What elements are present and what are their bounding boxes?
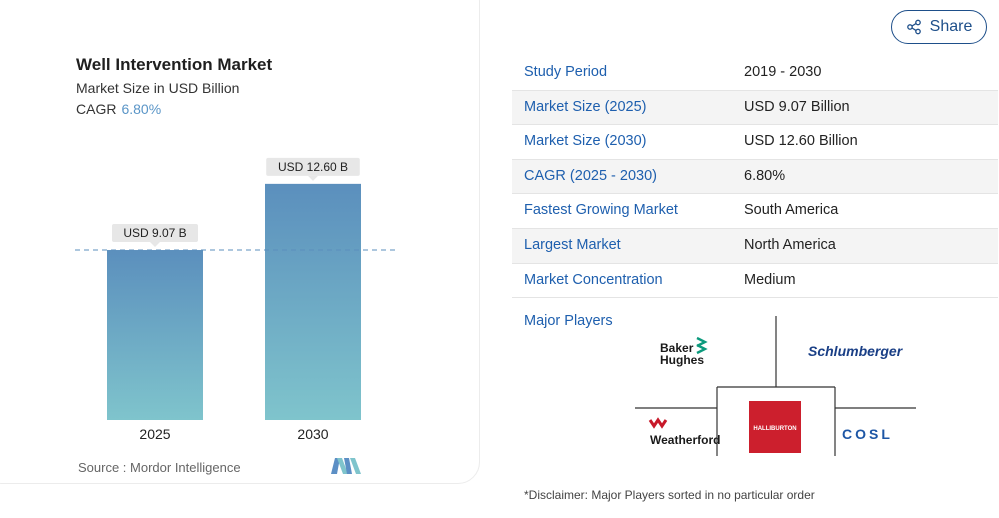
major-players-grid: Baker Hughes Schlumberger Weatherford HA… [635, 316, 916, 456]
share-button[interactable]: Share [891, 10, 987, 44]
cosl-logo: COSL [842, 426, 893, 442]
stat-value: South America [744, 202, 839, 219]
svg-text:Hughes: Hughes [660, 353, 704, 367]
stat-row: Market Size (2025) USD 9.07 Billion [512, 90, 998, 126]
stat-label: CAGR (2025 - 2030) [524, 167, 657, 184]
cagr-value: 6.80% [121, 101, 162, 117]
data-label-box [266, 157, 360, 176]
stat-value: USD 9.07 Billion [744, 98, 850, 115]
stat-value: 2019 - 2030 [744, 64, 822, 80]
major-players-label: Major Players [524, 313, 613, 329]
data-label: USD 12.60 B [278, 160, 348, 174]
source-text: Source : Mordor Intelligence [78, 460, 241, 475]
bar-2025 [107, 250, 203, 420]
x-tick-label: 2030 [297, 426, 328, 442]
weatherford-w-icon [648, 417, 668, 429]
schlumberger-logo: Schlumberger [808, 343, 904, 359]
cagr-label: CAGR [76, 101, 117, 117]
data-label: USD 9.07 B [123, 226, 186, 240]
stat-label: Market Concentration [524, 271, 663, 288]
stat-value: USD 12.60 Billion [744, 133, 858, 150]
stat-label: Fastest Growing Market [524, 202, 678, 219]
players-divider-lines [635, 316, 916, 456]
mordor-intelligence-logo [331, 458, 361, 474]
halliburton-logo: HALLIBURTON [749, 401, 801, 453]
stat-value: Medium [744, 271, 796, 288]
chart-card [0, 0, 480, 484]
chart-cagr: CAGR 6.80% [76, 101, 161, 117]
data-label-box [112, 224, 198, 243]
stat-label: Largest Market [524, 236, 621, 253]
stat-row: Market Concentration Medium [512, 264, 998, 299]
data-label-pointer [308, 175, 318, 181]
bar-chart: USD 9.07 B 2025 USD 12.60 B 2030 [75, 157, 398, 442]
weatherford-logo: Weatherford [648, 417, 720, 447]
disclaimer-text: *Disclaimer: Major Players sorted in no … [524, 488, 815, 502]
stat-row: Largest Market North America [512, 228, 998, 264]
stat-row: Study Period 2019 - 2030 [512, 56, 998, 91]
stats-table: Study Period 2019 - 2030 Market Size (20… [512, 56, 998, 299]
baker-hughes-logo: Baker Hughes [660, 336, 708, 367]
stat-label: Study Period [524, 64, 608, 80]
chart-subtitle: Market Size in USD Billion [76, 80, 240, 96]
bar-2030 [265, 183, 361, 420]
stat-row: Fastest Growing Market South America [512, 194, 998, 229]
stat-value: 6.80% [744, 167, 786, 184]
chart-title: Well Intervention Market [76, 55, 273, 74]
svg-text:HALLIBURTON: HALLIBURTON [753, 426, 796, 432]
share-icon [906, 19, 921, 35]
baker-hughes-mark-icon [696, 336, 708, 355]
stat-label: Market Size (2025) [524, 98, 647, 115]
stat-label: Market Size (2030) [524, 133, 647, 150]
x-tick-label: 2025 [139, 426, 170, 442]
svg-text:Baker: Baker [660, 341, 694, 355]
data-label-pointer [150, 242, 160, 248]
share-label: Share [929, 18, 973, 35]
svg-text:Weatherford: Weatherford [650, 433, 720, 447]
stat-value: North America [744, 236, 836, 253]
stat-row: Market Size (2030) USD 12.60 Billion [512, 125, 998, 160]
stat-row: CAGR (2025 - 2030) 6.80% [512, 159, 998, 195]
